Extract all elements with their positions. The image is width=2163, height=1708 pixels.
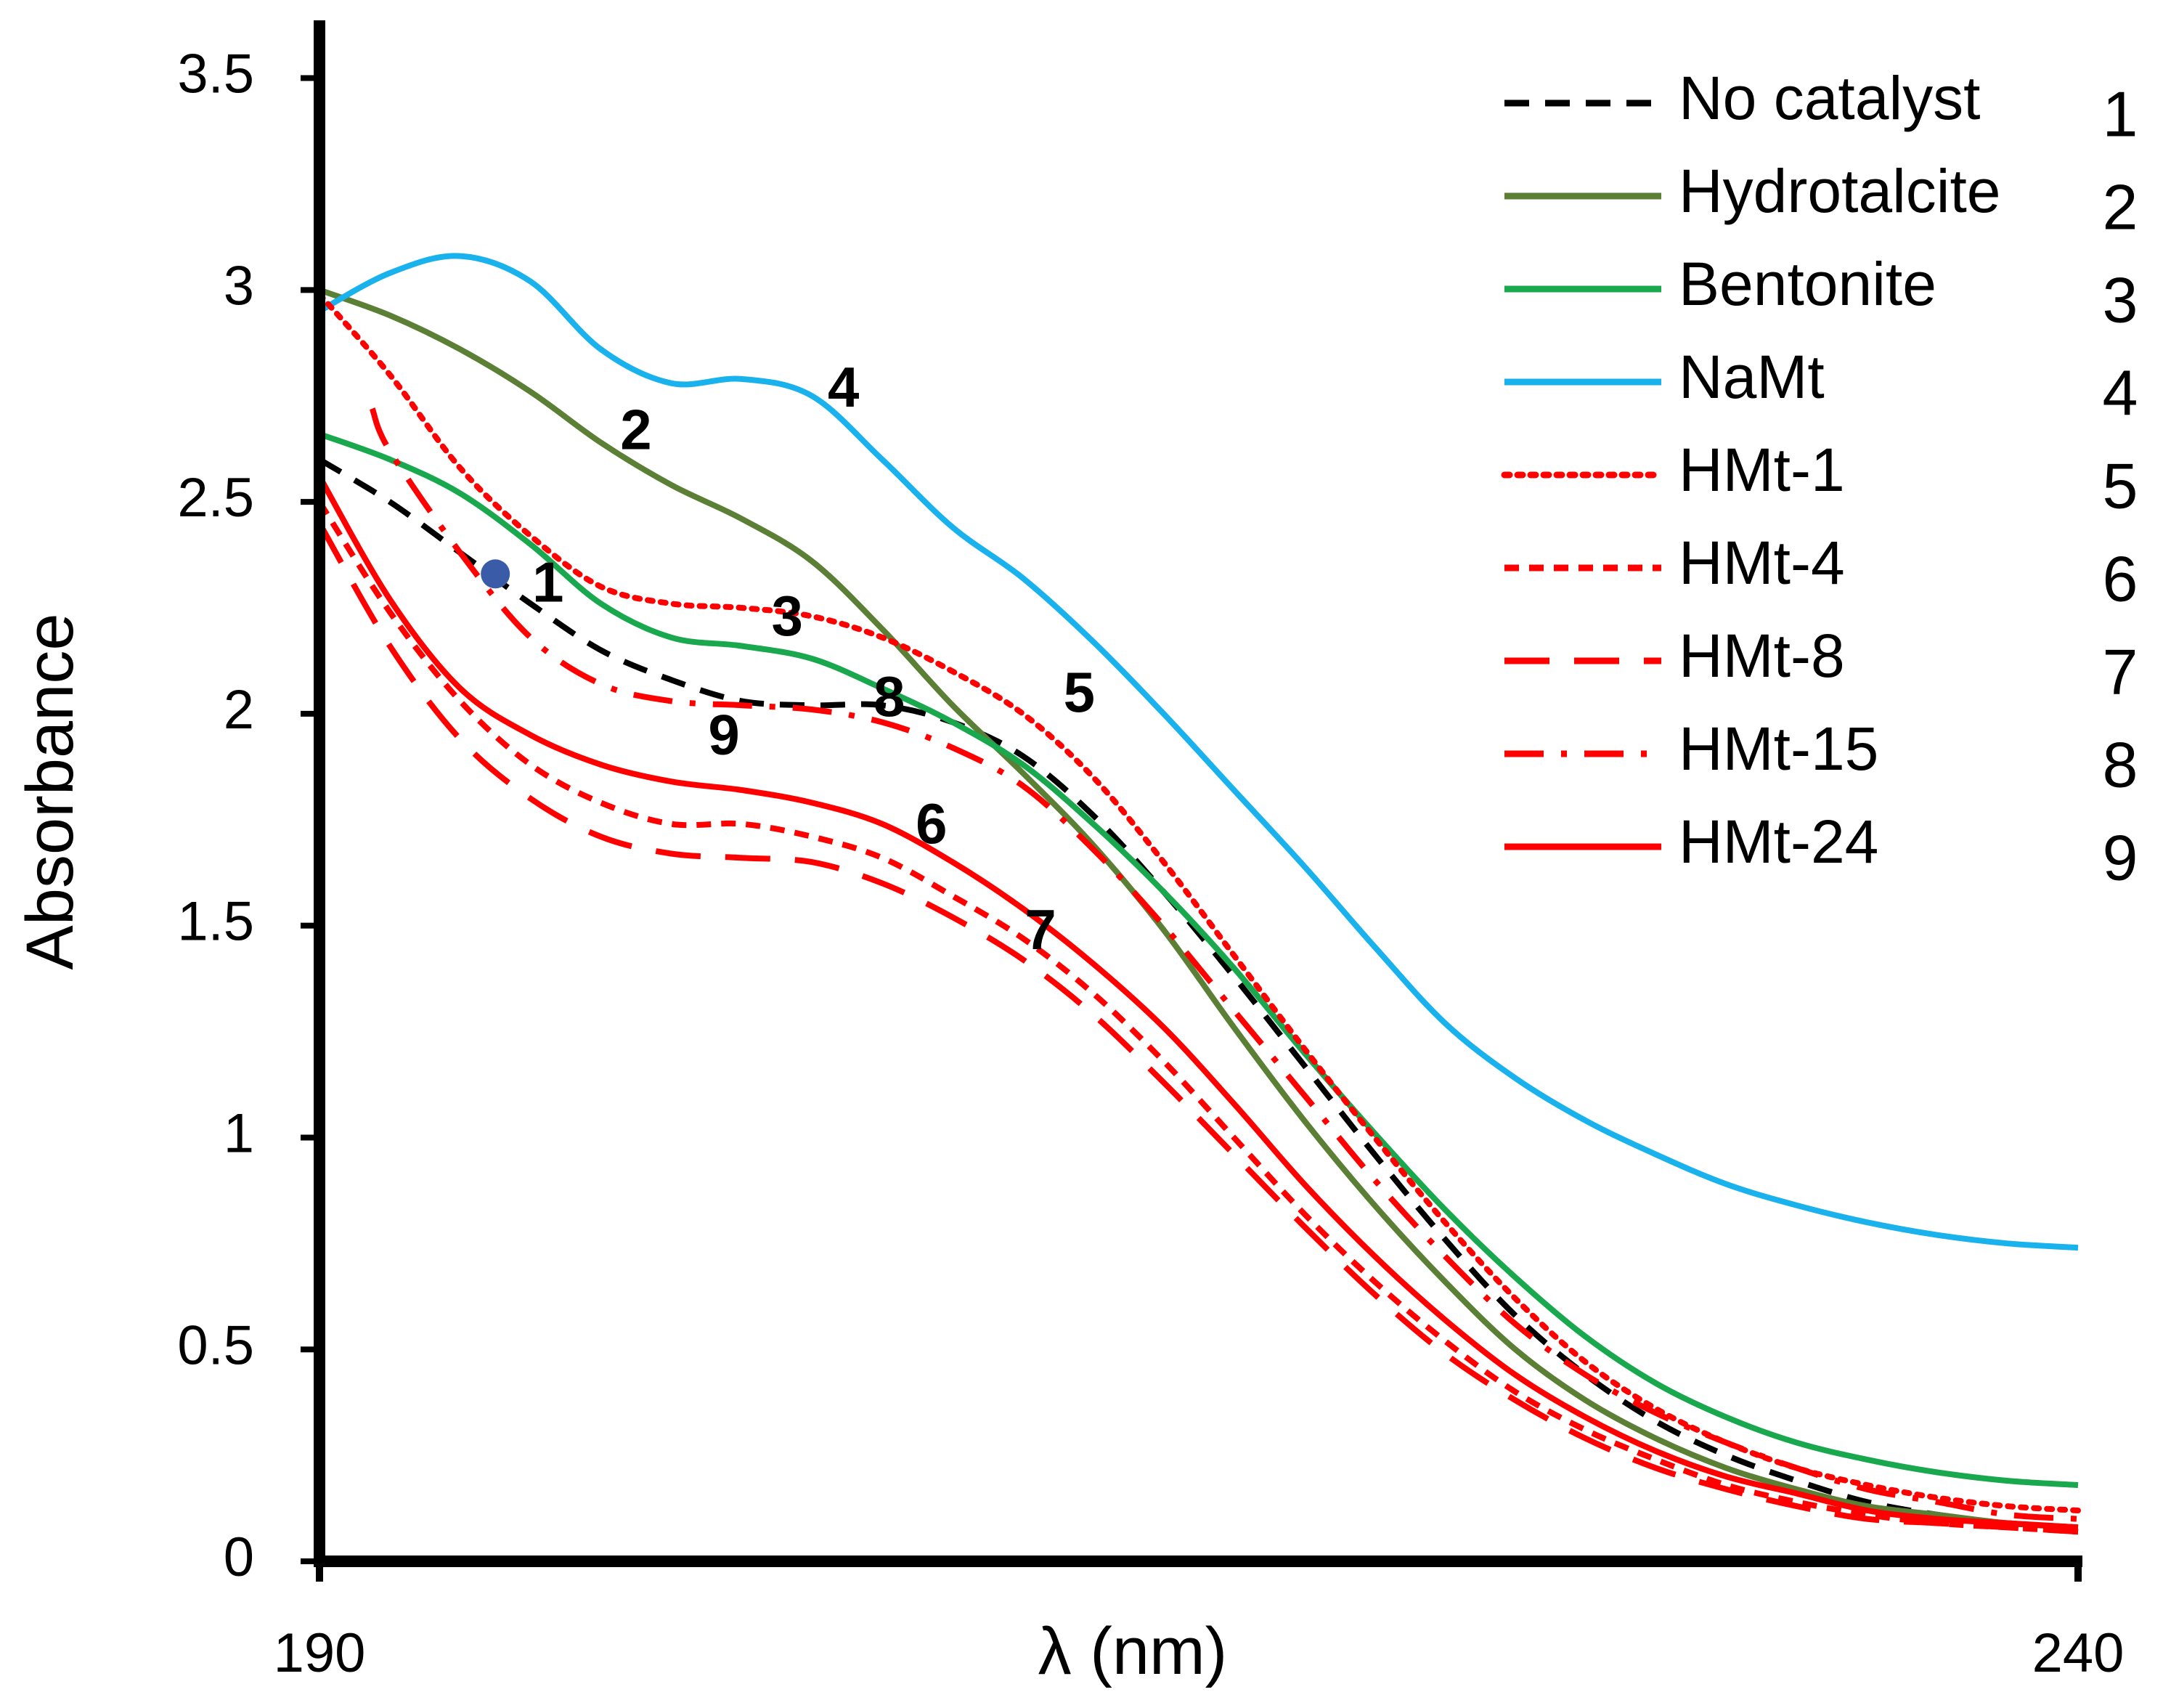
legend-item: HMt-15 8 <box>1504 715 2138 800</box>
legend-number: 8 <box>2103 728 2138 800</box>
legend-number: 9 <box>2103 821 2138 893</box>
curve-label-3: 3 <box>772 584 803 648</box>
axes <box>314 20 2082 1567</box>
legend-number: 3 <box>2103 264 2138 336</box>
legend-label: Bentonite <box>1679 250 1936 318</box>
legend-number: 4 <box>2103 357 2138 428</box>
y-tick-label: 0.5 <box>177 1314 254 1376</box>
legend-label: HMt-8 <box>1679 622 1845 690</box>
legend-label: No catalyst <box>1679 64 1981 132</box>
curve-label-7: 7 <box>1025 898 1056 961</box>
x-tick-label: 240 <box>2032 1622 2125 1684</box>
series-line-no-catalyst <box>317 457 2079 1531</box>
series-line-bentonite <box>318 431 2079 1488</box>
series-line-hmt-8 <box>317 521 2079 1535</box>
y-axis-title: Absorbance <box>13 614 87 970</box>
series-line-hydrotalcite <box>318 287 2079 1531</box>
legend-item: Bentonite 3 <box>1504 250 2138 336</box>
series-line-namt <box>318 253 2079 1251</box>
legend-label: HMt-1 <box>1679 436 1845 504</box>
curve-label-9: 9 <box>708 702 739 766</box>
y-tick-label: 0 <box>224 1526 254 1588</box>
y-tick-label: 1 <box>224 1103 254 1165</box>
curve-label-8: 8 <box>873 664 905 728</box>
legend-number: 6 <box>2103 542 2138 614</box>
series-line-hmt-15 <box>369 407 2079 1522</box>
legend-label: HMt-24 <box>1679 808 1878 876</box>
legend-item: No catalyst 1 <box>1504 64 2138 150</box>
legend-label: HMt-15 <box>1679 715 1878 783</box>
y-tick-label: 2 <box>224 679 254 741</box>
y-tick-label: 3.5 <box>177 44 254 105</box>
legend-number: 2 <box>2103 171 2138 243</box>
legend-number: 5 <box>2103 450 2138 521</box>
legend-item: NaMt 4 <box>1504 343 2138 428</box>
curve-label-2: 2 <box>620 397 651 461</box>
ticks: 0 0.5 1 1.5 2 2.5 3 3.5 190 240 <box>177 44 2124 1684</box>
marker-layer <box>481 559 510 589</box>
x-axis-title: λ (nm) <box>1038 1614 1228 1688</box>
legend-item: HMt-4 6 <box>1504 529 2138 614</box>
curve-label-5: 5 <box>1064 660 1095 724</box>
data-marker <box>481 559 510 589</box>
curve-label-1: 1 <box>532 550 563 614</box>
x-tick-label: 190 <box>274 1622 366 1684</box>
legend-label: HMt-4 <box>1679 529 1845 597</box>
curve-label-4: 4 <box>828 355 859 419</box>
series-line-hmt-1 <box>317 291 2081 1513</box>
legend: No catalyst 1 Hydrotalcite 2 Bentonite 3 NaMt 4… <box>1501 64 2138 893</box>
legend-item: HMt-1 5 <box>1501 436 2138 521</box>
series-line-hmt-4 <box>317 500 2079 1535</box>
y-tick-label: 1.5 <box>177 891 254 953</box>
legend-label: NaMt <box>1679 343 1825 411</box>
legend-item: HMt-24 9 <box>1504 808 2138 893</box>
series-line-hmt-24 <box>317 475 2079 1531</box>
curve-label-6: 6 <box>916 792 947 855</box>
y-tick-label: 3 <box>224 255 254 317</box>
legend-number: 7 <box>2103 635 2138 707</box>
series-layer <box>317 253 2081 1535</box>
legend-item: HMt-8 7 <box>1504 622 2138 707</box>
curve-labels: 1 2 3 4 5 6 7 8 9 <box>532 355 1095 961</box>
legend-label: Hydrotalcite <box>1679 157 2001 225</box>
legend-number: 1 <box>2103 78 2138 150</box>
y-tick-label: 2.5 <box>177 467 254 529</box>
legend-item: Hydrotalcite 2 <box>1504 157 2138 243</box>
